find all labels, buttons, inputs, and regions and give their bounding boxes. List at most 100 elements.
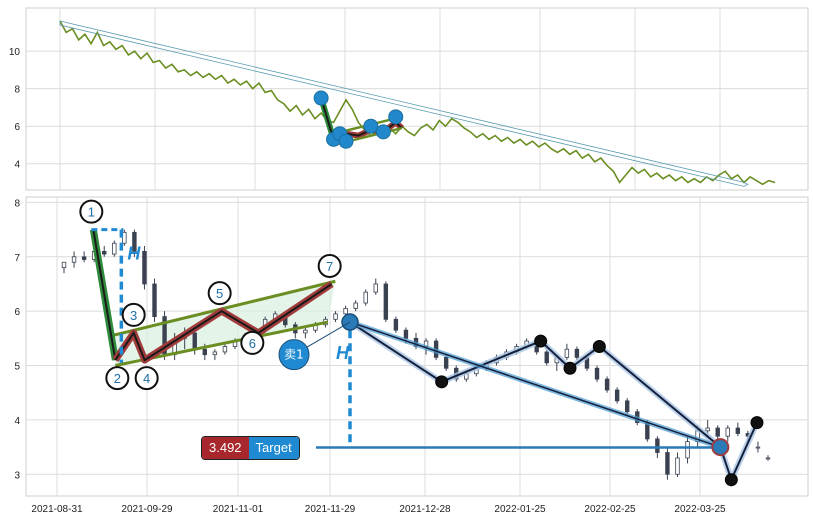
- detail-wave-label-circle: [240, 330, 265, 355]
- detail-wave-label-circle: [207, 281, 232, 306]
- candle-body: [102, 250, 107, 255]
- overview-pattern-marker: [375, 124, 391, 140]
- candle-body: [152, 283, 157, 317]
- detail-x-tick-label: 2022-02-25: [584, 504, 636, 515]
- candle-body: [675, 457, 680, 475]
- overview-pattern-marker: [363, 118, 379, 134]
- detail-wave-label-circle: [134, 366, 159, 391]
- detail-path-node: [592, 340, 606, 353]
- target-value: 3.492: [202, 437, 249, 459]
- overview-y-tick-label: 10: [9, 47, 21, 58]
- candle-body: [403, 329, 409, 339]
- candle-body: [353, 302, 358, 309]
- candle-body: [303, 329, 308, 334]
- overview-price-line: [59, 20, 776, 186]
- candle-body: [725, 427, 730, 437]
- detail-path-node: [563, 361, 577, 375]
- detail-wave-label: 1: [88, 205, 95, 220]
- candle-body: [393, 318, 399, 331]
- candle-body: [685, 441, 690, 459]
- detail-y-tick-label: 7: [14, 253, 20, 264]
- detail-flag-body: [114, 283, 333, 362]
- overview-y-tick-label: 6: [14, 122, 20, 133]
- detail-y-tick-label: 4: [14, 416, 20, 427]
- candle-body: [192, 332, 197, 350]
- detail-wave-label: 5: [216, 286, 223, 301]
- detail-path-node: [724, 473, 738, 487]
- candle-body: [665, 452, 670, 475]
- detail-wave-label: 6: [249, 336, 256, 351]
- detail-wave-label-circle: [317, 253, 342, 278]
- candle-body: [112, 242, 117, 255]
- overview-trend-arrow: [59, 20, 749, 187]
- candle-body: [705, 427, 710, 432]
- candle-body: [212, 351, 218, 356]
- detail-y-tick-label: 3: [14, 470, 20, 481]
- candle-body: [142, 250, 147, 285]
- detail-panel: 2021-08-31 2021-09-29 2021-11-01 2021-11-29…: [14, 196, 809, 515]
- candle-body: [614, 389, 620, 402]
- detail-target-projection-core: [349, 321, 721, 448]
- overview-frame: [25, 7, 809, 191]
- candle-body: [574, 348, 580, 358]
- candle-body: [363, 291, 368, 304]
- detail-x-tick-label: 2021-08-31: [31, 504, 83, 515]
- target-badge: 3.492 Target: [201, 436, 300, 460]
- candle-body: [564, 348, 570, 358]
- candle-body: [222, 346, 228, 353]
- detail-target-marker: [711, 438, 730, 457]
- candle-body: [594, 367, 600, 380]
- candle-body: [443, 356, 449, 369]
- candle-body: [202, 348, 207, 356]
- overview-y-tick-label: 8: [14, 85, 20, 96]
- detail-h-label-2: H: [336, 343, 350, 363]
- detail-sell-label: 卖1: [284, 348, 304, 362]
- detail-wave-label: 7: [326, 259, 333, 274]
- candle-body: [71, 256, 77, 263]
- detail-wave-label: 4: [143, 371, 150, 386]
- detail-sell-marker: [278, 339, 310, 371]
- overview-pattern-marker: [338, 133, 354, 149]
- candle-body: [132, 231, 137, 252]
- detail-x-tick-label: 2021-11-29: [305, 504, 356, 515]
- candle-body: [122, 231, 127, 244]
- candle-body: [61, 261, 67, 269]
- detail-flag-pole: [92, 229, 117, 361]
- detail-wave-label-circle: [121, 302, 146, 327]
- candle-body: [81, 256, 87, 260]
- detail-x-tick-label: 2022-03-25: [674, 504, 726, 515]
- candle-body: [625, 400, 630, 413]
- candle-body: [735, 427, 741, 434]
- overview-pattern-marker: [313, 90, 329, 106]
- candle-body: [373, 283, 378, 293]
- overview-y-tick-label: 4: [14, 160, 20, 171]
- detail-x-tick-label: 2021-11-01: [213, 504, 264, 515]
- target-label: Target: [248, 437, 299, 459]
- candle-body: [655, 438, 660, 453]
- candle-body: [755, 446, 761, 449]
- overview-pattern-marker: [388, 109, 404, 125]
- candle-body: [765, 457, 771, 460]
- detail-wave-label-circle: [105, 366, 130, 391]
- detail-wave-label: 3: [130, 308, 137, 323]
- candle-body: [715, 427, 720, 437]
- candle-body: [343, 308, 348, 315]
- detail-wave-label: 2: [114, 371, 121, 386]
- detail-path-node: [435, 375, 449, 389]
- detail-path-node: [750, 416, 764, 430]
- detail-h-label-1: H: [127, 244, 141, 264]
- candle-body: [604, 378, 610, 391]
- candle-body: [383, 283, 389, 320]
- detail-path-node: [534, 334, 548, 348]
- detail-x-tick-label: 2021-12-28: [399, 504, 451, 515]
- detail-y-tick-label: 8: [14, 198, 20, 209]
- detail-x-tick-label: 2022-01-25: [494, 504, 546, 515]
- candle-body: [544, 351, 549, 364]
- detail-y-tick-label: 5: [14, 362, 20, 373]
- detail-x-tick-label: 2021-09-29: [121, 504, 173, 515]
- detail-y-tick-label: 6: [14, 307, 20, 318]
- detail-wave-label-circle: [79, 199, 104, 224]
- overview-panel: 4 6 8 10: [9, 7, 809, 191]
- candle-body: [333, 313, 338, 320]
